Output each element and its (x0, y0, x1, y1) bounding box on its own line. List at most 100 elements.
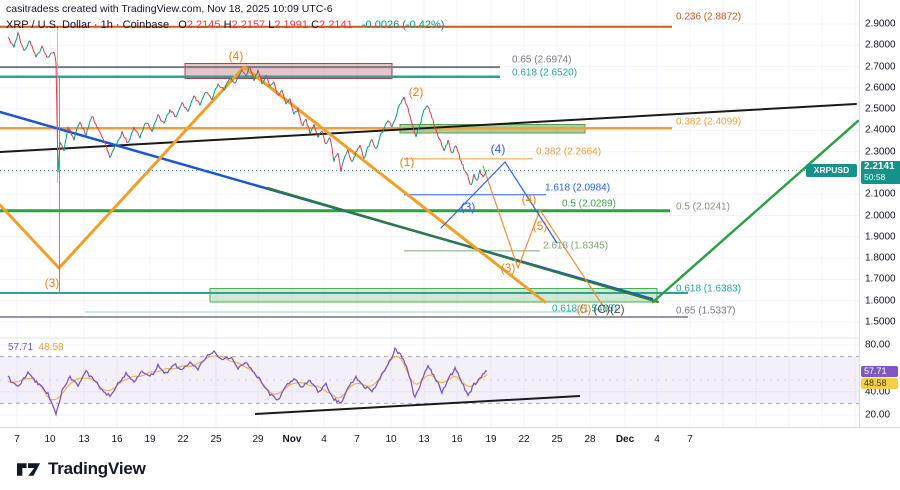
tradingview-logo-text: TradingView (48, 459, 146, 478)
fib-level-label: 0.236 (2.8872) (676, 11, 742, 23)
rsi-axis-tick[interactable]: 80.00 (865, 339, 891, 351)
rsi-trendline (254, 395, 581, 415)
time-tick[interactable]: 7 (354, 434, 360, 445)
time-axis[interactable]: 7 10 13 16 19 22 25 29 Nov 4 7 10 13 16 19 22 25 28 Dec 4 7 (0, 427, 900, 451)
ohlc-close-value: 2.2141 (319, 19, 353, 31)
price-change-value: -0.0026 (-0.42%) (361, 19, 445, 31)
rsi-value-badge: 57.71 (861, 366, 898, 377)
price-tick[interactable]: 2.3000 (865, 146, 896, 158)
price-tick[interactable]: 2.0000 (865, 210, 896, 222)
rsi-legend-value: 57.71 (8, 342, 34, 353)
time-tick[interactable]: 16 (111, 434, 123, 445)
price-axis[interactable]: 2.9000 2.8000 2.7000 2.6000 2.5000 2.4000 2.30… (859, 0, 900, 427)
thin-orange-wave-path (482, 165, 608, 313)
price-tick[interactable]: 1.6000 (865, 295, 896, 307)
time-tick[interactable]: 25 (551, 434, 563, 445)
elliott-wave-label: (4) (228, 49, 244, 63)
elliott-wave-label: (1) (399, 155, 415, 169)
price-tick[interactable]: 1.9000 (865, 231, 896, 243)
fib-level-label: 0.618 (2.6520) (512, 67, 578, 79)
time-tick[interactable]: 7 (14, 434, 20, 445)
time-tick[interactable]: 16 (451, 434, 463, 445)
ohlc-open-value: 2.2145 (186, 19, 221, 31)
last-price-value: 2.2141 (864, 161, 895, 172)
price-tick[interactable]: 1.5000 (865, 316, 896, 328)
price-tick[interactable]: 2.5000 (865, 103, 896, 115)
time-tick[interactable]: 29 (252, 434, 264, 445)
time-tick[interactable]: 22 (518, 434, 530, 445)
time-tick[interactable]: Dec (615, 434, 635, 445)
fib-level-label: 0.382 (2.4099) (676, 116, 742, 128)
rsi-ma-value-badge: 48.58 (861, 377, 898, 389)
thin-blue-wave-path (440, 161, 558, 244)
last-price-badge: 2.2141 50:58 (861, 161, 900, 184)
rsi-axis-tick[interactable]: 20.00 (865, 409, 891, 421)
fib-level-label: 0.5 (2.0289) (562, 198, 616, 210)
price-tick[interactable]: 2.7000 (865, 61, 896, 73)
time-tick[interactable]: 10 (385, 434, 397, 445)
chart-attribution: casitradess created with TradingView.com… (6, 3, 333, 15)
elliott-wave-label: (3) (500, 261, 516, 275)
fib-level-label: 0.65 (1.5337) (676, 305, 736, 317)
price-series-up (13, 32, 488, 186)
fib-level-label: 1.618 (2.0984) (545, 182, 611, 194)
elliott-wave-label: (3) (460, 200, 476, 214)
price-tick[interactable]: 2.6000 (865, 82, 896, 94)
time-tick[interactable]: 13 (418, 434, 430, 445)
macro-rising-trendline (0, 103, 857, 153)
time-tick[interactable]: 25 (210, 434, 222, 445)
elliott-wave-label: (4) (490, 142, 506, 156)
bottom-toolbar-area: TradingView (0, 450, 900, 490)
time-tick[interactable]: 7 (687, 434, 693, 445)
price-tick[interactable]: 2.8000 (865, 39, 896, 51)
ohlc-close-label: C (311, 19, 320, 31)
time-tick[interactable]: 22 (177, 434, 189, 445)
price-series-down (7, 32, 484, 186)
green-descending-trendline (267, 187, 659, 303)
price-tick[interactable]: 2.1000 (865, 188, 896, 200)
time-tick[interactable]: 19 (485, 434, 497, 445)
elliott-wave-label: (5) (532, 219, 548, 233)
price-tick[interactable]: 1.7000 (865, 273, 896, 285)
rsi-axis-tick[interactable]: 40.00 (865, 386, 891, 398)
ohlc-high-label: H (223, 19, 232, 31)
green-projection-line (651, 119, 859, 304)
bar-countdown: 50:58 (864, 172, 886, 182)
chart-canvas[interactable] (0, 0, 859, 427)
ohlc-low-label: L (268, 19, 275, 31)
fib-level-label: 0.65 (2.6974) (512, 54, 572, 66)
ohlc-high-value: 2.2157 (231, 19, 266, 31)
time-tick[interactable]: Nov (282, 434, 302, 445)
demand-zone (209, 288, 658, 303)
elliott-wave-label: (5) (576, 302, 592, 316)
orange-zigzag-wave-path (0, 65, 547, 304)
elliott-wave-label: (2) (408, 85, 424, 99)
rsi-legend-ma-value: 48.58 (38, 342, 64, 353)
time-tick[interactable]: 28 (584, 434, 596, 445)
time-tick[interactable]: 4 (654, 434, 660, 445)
tradingview-logo[interactable]: TradingView (16, 459, 146, 479)
rsi-line (7, 346, 488, 417)
time-tick[interactable]: 13 (78, 434, 90, 445)
price-tick[interactable]: 2.4000 (865, 124, 896, 136)
symbol-name[interactable]: XRP / U.S. Dollar (6, 19, 91, 31)
exchange-label: Coinbase (122, 19, 170, 31)
price-tick[interactable]: 1.8000 (865, 252, 896, 264)
ohlc-low-value: 2.1991 (274, 19, 309, 31)
time-tick[interactable]: 10 (44, 434, 56, 445)
price-tick[interactable]: 2.9000 (865, 18, 896, 30)
interval-label[interactable]: 1h (100, 19, 113, 31)
ohlc-open-label: O (178, 19, 187, 31)
fib-level-label: 0.618 (1.6383) (676, 283, 742, 295)
symbol-info-row: XRP / U.S. Dollar · 1h · Coinbase O2.214… (6, 19, 445, 31)
symbol-price-label-chip: XRPUSD (806, 164, 857, 177)
elliott-wave-label: (C)(2) (593, 302, 625, 316)
rsi-legend[interactable]: 57.71 48.58 (8, 342, 64, 353)
elliott-wave-label: (3) (44, 276, 60, 290)
fib-level-label: 0.5 (2.0241) (676, 201, 730, 213)
fib-level-label: 0.618 (1.5485) (552, 303, 618, 315)
time-tick[interactable]: 19 (144, 434, 156, 445)
time-tick[interactable]: 4 (321, 434, 327, 445)
elliott-wave-label: (4) (521, 192, 537, 206)
